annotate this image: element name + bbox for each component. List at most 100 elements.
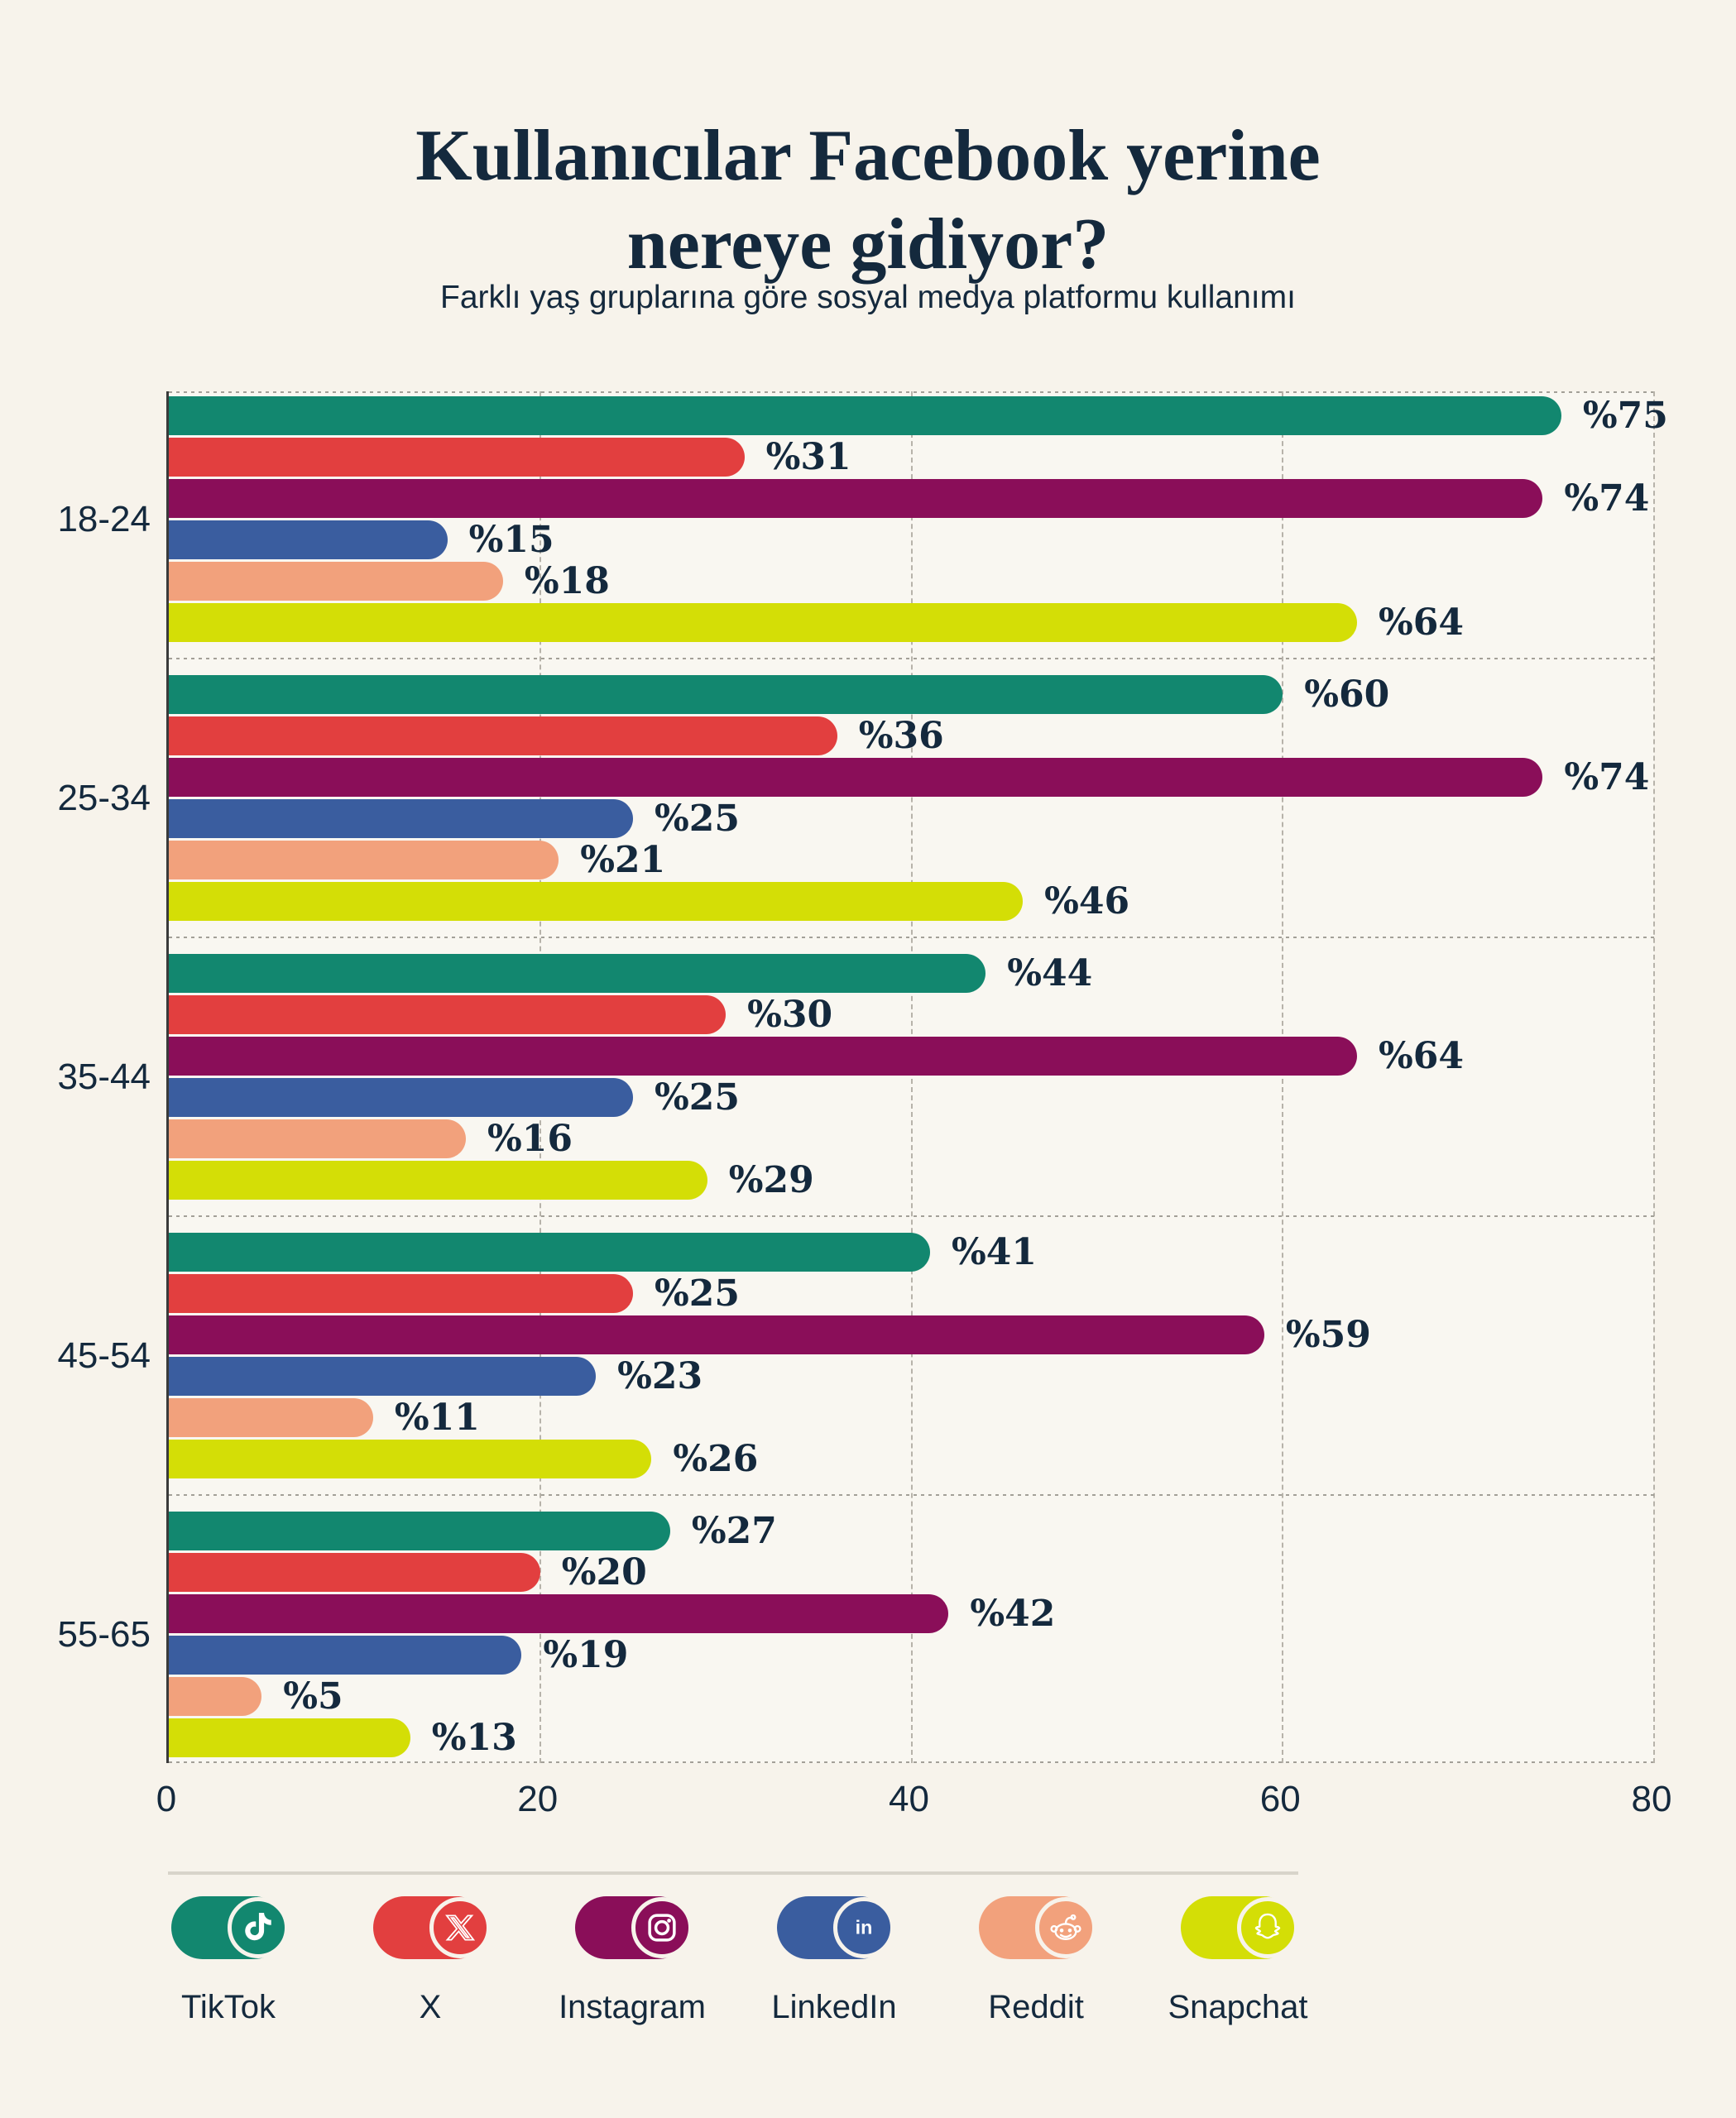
grid-line (910, 391, 913, 1763)
legend-label: TikTok (180, 1989, 276, 2025)
bar-reddit (169, 841, 559, 879)
legend-pill (979, 1896, 1096, 1959)
bar-row: %74 (169, 756, 1654, 798)
bar-value-label: %13 (431, 1717, 517, 1759)
chart-title-line2: nereye gidiyor? (626, 204, 1110, 285)
chart-title-line1: Kullanıcılar Facebook yerine (415, 115, 1321, 196)
age-group-label: 25-34 (57, 777, 151, 818)
bar-row: %41 (169, 1231, 1654, 1273)
bar-instagram (169, 1315, 1264, 1354)
bar-value-label: %74 (1564, 477, 1650, 520)
bar-value-label: %75 (1582, 395, 1668, 437)
grid-line (1653, 391, 1655, 1763)
group-separator (169, 658, 1654, 659)
legend-pill (373, 1896, 491, 1959)
bar-row: %36 (169, 715, 1654, 757)
group-separator (169, 1494, 1654, 1496)
bar-row: %15 (169, 519, 1654, 561)
x-tick-label: 60 (1259, 1779, 1301, 1819)
bar-snapchat (169, 1718, 410, 1757)
bar-x (169, 1274, 633, 1313)
bar-value-label: %16 (487, 1118, 573, 1160)
bar-value-label: %15 (468, 519, 554, 561)
legend-label: X (419, 1989, 442, 2025)
age-group-label: 18-24 (57, 498, 151, 539)
bar-instagram (169, 1594, 949, 1633)
svg-text:in: in (856, 1917, 873, 1938)
bar-value-label: %59 (1285, 1314, 1371, 1356)
x-tick-label: 0 (156, 1779, 177, 1819)
bar-value-label: %27 (691, 1510, 777, 1552)
bar-x (169, 1553, 540, 1592)
snapchat-icon (1237, 1897, 1298, 1958)
bar-row: %23 (169, 1355, 1654, 1397)
bar-group: %41 %25 %59 %23 %11 %26 (169, 1231, 1654, 1480)
bar-linkedin (169, 1357, 597, 1396)
bar-tiktok (169, 954, 986, 993)
plot-area: 18-24 %75 %31 %74 %15 %18 %64 25-34 %60 %36 %74 %25… (57, 391, 1668, 1763)
bar-reddit (169, 562, 503, 601)
legend-pill (171, 1896, 289, 1959)
legend-item-snapchat: Snapchat (1147, 1896, 1329, 2026)
bar-row: %25 (169, 1076, 1654, 1119)
bar-value-label: %46 (1044, 880, 1130, 922)
bar-value-label: %42 (970, 1593, 1056, 1635)
bar-row: %16 (169, 1118, 1654, 1160)
bar-instagram (169, 1037, 1357, 1076)
x-icon (429, 1897, 491, 1958)
bar-group: %75 %31 %74 %15 %18 %64 (169, 395, 1668, 644)
bar-linkedin (169, 1636, 522, 1675)
bar-row: %29 (169, 1159, 1654, 1201)
bar-value-label: %64 (1379, 1035, 1465, 1077)
bar-reddit (169, 1398, 373, 1437)
bar-tiktok (169, 1512, 670, 1550)
bar-row: %75 (169, 395, 1668, 437)
bar-row: %59 (169, 1314, 1654, 1356)
grid-line (539, 391, 541, 1763)
bar-row: %18 (169, 560, 1654, 602)
bar-row: %64 (169, 601, 1654, 644)
bar-value-label: %26 (673, 1438, 759, 1480)
legend-label: Snapchat (1168, 1989, 1308, 2025)
legend-divider (168, 1871, 1298, 1875)
bar-value-label: %25 (654, 1076, 740, 1119)
age-group-label: 45-54 (57, 1335, 151, 1376)
bar-value-label: %30 (747, 994, 833, 1036)
bar-value-label: %25 (654, 1272, 740, 1315)
bar-row: %21 (169, 839, 1654, 881)
chart-subtitle: Farklı yaş gruplarına göre sosyal medya … (440, 280, 1296, 315)
bar-tiktok (169, 396, 1561, 435)
legend-pill: in (777, 1896, 894, 1959)
bar-value-label: %36 (858, 715, 944, 757)
legend-item-instagram: Instagram (541, 1896, 723, 2026)
bar-value-label: %21 (580, 839, 666, 881)
instagram-icon (631, 1897, 693, 1958)
bar-group: %27 %20 %42 %19 %5 %13 (169, 1510, 1654, 1759)
bar-value-label: %44 (1007, 952, 1093, 994)
bar-value-label: %25 (654, 798, 740, 840)
bar-row: %44 (169, 952, 1654, 994)
legend-item-reddit: Reddit (945, 1896, 1127, 2026)
bar-row: %13 (169, 1717, 1654, 1759)
legend-label: Instagram (559, 1989, 706, 2025)
x-tick-label: 20 (517, 1779, 559, 1819)
legend-item-x: X (339, 1896, 521, 2026)
legend-item-tiktok: TikTok (137, 1896, 319, 2026)
group-separator (169, 937, 1654, 938)
bar-row: %64 (169, 1035, 1654, 1077)
bar-group: %60 %36 %74 %25 %21 %46 (169, 673, 1654, 922)
bar-value-label: %64 (1379, 601, 1465, 644)
bar-value-label: %11 (394, 1397, 480, 1439)
grid-line (1282, 391, 1284, 1763)
tiktok-icon (228, 1897, 289, 1958)
bar-linkedin (169, 1078, 633, 1117)
x-tick-label: 80 (1631, 1779, 1672, 1819)
bar-value-label: %23 (617, 1355, 703, 1397)
bar-row: %5 (169, 1675, 1654, 1718)
x-tick-label: 40 (889, 1779, 929, 1819)
bar-snapchat (169, 603, 1357, 642)
bar-snapchat (169, 882, 1024, 921)
bar-row: %60 (169, 673, 1654, 716)
bar-row: %42 (169, 1593, 1654, 1635)
bar-row: %46 (169, 880, 1654, 922)
